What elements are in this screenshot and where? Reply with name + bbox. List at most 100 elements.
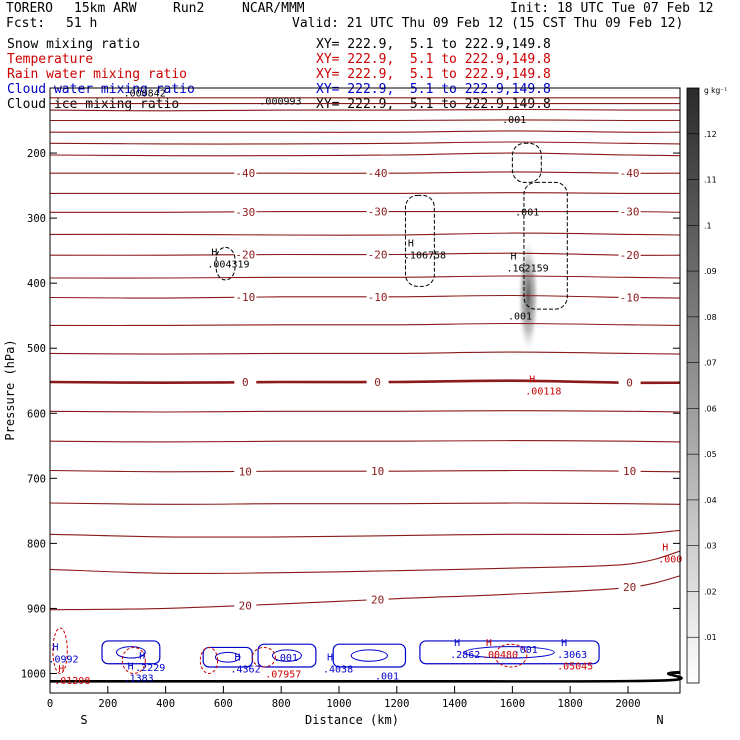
field-name-temperature: Temperature bbox=[7, 52, 94, 67]
maximum-value-label: .1383 bbox=[124, 673, 154, 684]
temperature-label: -20 bbox=[368, 249, 388, 262]
cloud-water-contour-inner bbox=[464, 646, 555, 659]
maximum-value-label: .001 bbox=[502, 115, 526, 126]
maximum-value-label: .000993 bbox=[259, 96, 301, 107]
temperature-label: -40 bbox=[368, 167, 388, 180]
maximum-marker: H bbox=[211, 248, 217, 259]
field-xy-snow: XY= 222.9, 5.1 to 222.9,149.8 bbox=[316, 37, 551, 52]
maximum-value-label: .4038 bbox=[323, 664, 353, 675]
colorbar-tick-label: .04 bbox=[704, 496, 717, 505]
maximum-value-label: .00118 bbox=[525, 387, 561, 398]
temperature-label-mask bbox=[618, 376, 641, 389]
x-tick-label: 1200 bbox=[384, 698, 409, 710]
x-axis-label: Distance (km) bbox=[305, 713, 399, 727]
colorbar-tick-label: .05 bbox=[704, 450, 717, 459]
temperature-label-mask bbox=[618, 581, 641, 594]
snow-contour bbox=[215, 246, 236, 281]
colorbar-unit: g kg⁻¹ bbox=[704, 86, 727, 95]
temperature-label-mask bbox=[366, 290, 389, 303]
maximum-value-label: .2862 bbox=[450, 650, 480, 661]
temperature-contour bbox=[49, 211, 681, 213]
field-xy-cloud-ice: XY= 222.9, 5.1 to 222.9,149.8 bbox=[316, 97, 551, 112]
temperature-label: -30 bbox=[235, 206, 255, 219]
org-label: NCAR/MMM bbox=[242, 1, 305, 16]
temperature-contour bbox=[49, 252, 681, 256]
forecast-hour: 51 h bbox=[66, 16, 98, 31]
maximum-marker: H bbox=[529, 375, 535, 386]
y-tick-label: 400 bbox=[27, 278, 46, 290]
maximum-value-label: .001 bbox=[514, 645, 538, 656]
y-tick-label: 800 bbox=[27, 538, 46, 550]
temperature-contour bbox=[49, 410, 681, 413]
temperature-label-mask bbox=[618, 167, 641, 180]
temperature-contour bbox=[49, 575, 681, 611]
field-xy-rain: XY= 222.9, 5.1 to 222.9,149.8 bbox=[316, 67, 551, 82]
temperature-label-mask bbox=[234, 376, 257, 389]
temperature-contour bbox=[49, 152, 681, 157]
colorbar-ramp bbox=[686, 87, 700, 684]
maximum-marker: H bbox=[235, 652, 241, 663]
cloud-water-contour-inner bbox=[272, 649, 302, 662]
temperature-label-mask bbox=[234, 248, 257, 261]
cloud-water-contour-inner bbox=[350, 649, 388, 662]
maximum-value-label: .001 bbox=[375, 671, 399, 682]
run-label: Run2 bbox=[173, 1, 205, 16]
x-tick-label: 1800 bbox=[558, 698, 583, 710]
maximum-marker: H bbox=[561, 638, 567, 649]
plot-frame bbox=[49, 87, 681, 694]
field-xy-cloud-water: XY= 222.9, 5.1 to 222.9,149.8 bbox=[316, 82, 551, 97]
temperature-contour bbox=[50, 130, 681, 133]
forecast-label: Fcst: bbox=[6, 16, 46, 31]
temperature-label-mask bbox=[366, 248, 389, 261]
x-tick-label: 2000 bbox=[615, 698, 640, 710]
colorbar-tick-label: .1 bbox=[704, 221, 712, 230]
x-tick-label: 1400 bbox=[442, 698, 467, 710]
maximum-value-label: .00480 bbox=[482, 650, 518, 661]
colorbar-tick-label: .11 bbox=[704, 176, 717, 185]
snow-contour bbox=[523, 181, 568, 310]
field-name-rain: Rain water mixing ratio bbox=[7, 67, 188, 82]
maximum-marker: H bbox=[52, 643, 58, 654]
maximum-value-label: .4362 bbox=[231, 664, 261, 675]
y-tick-label: 900 bbox=[27, 603, 46, 615]
maximum-value-label: .2229 bbox=[135, 663, 165, 674]
colorbar-tick-label: .06 bbox=[704, 404, 717, 413]
colorbar-tick-label: .12 bbox=[704, 130, 717, 139]
temperature-contour bbox=[49, 550, 681, 575]
temperature-label: -30 bbox=[368, 206, 388, 219]
temperature-contour bbox=[49, 141, 681, 145]
maximum-value-label: .162159 bbox=[507, 264, 549, 275]
maximum-marker: H bbox=[511, 252, 517, 263]
model-name: TORERO bbox=[6, 1, 53, 16]
maximum-marker: H bbox=[662, 542, 668, 553]
valid-time: Valid: 21 UTC Thu 09 Feb 12 (15 CST Thu … bbox=[292, 16, 684, 31]
maximum-marker: H bbox=[486, 638, 492, 649]
y-tick-label: 700 bbox=[27, 473, 46, 485]
maximum-value-label: .106758 bbox=[404, 251, 446, 262]
temperature-label: -20 bbox=[620, 249, 640, 262]
rain-water-contour bbox=[121, 646, 146, 674]
temperature-label: 0 bbox=[626, 377, 633, 390]
temperature-contour bbox=[50, 192, 681, 194]
maximum-marker: H bbox=[128, 661, 134, 672]
maximum-value-label: .004319 bbox=[207, 260, 249, 271]
colorbar-tick-label: .07 bbox=[704, 359, 717, 368]
temperature-label: 20 bbox=[371, 594, 384, 607]
temperature-contour bbox=[50, 119, 681, 122]
temperature-label-mask bbox=[366, 465, 389, 478]
x-tick-label: 0 bbox=[47, 698, 53, 710]
temperature-contour bbox=[49, 379, 681, 385]
maximum-value-label: .05045 bbox=[557, 662, 593, 673]
north-label: N bbox=[656, 713, 663, 727]
colorbar-tick-label: .09 bbox=[704, 267, 717, 276]
x-tick-label: 600 bbox=[214, 698, 233, 710]
temperature-label: 10 bbox=[623, 465, 636, 478]
temperature-label-mask bbox=[234, 205, 257, 218]
maximum-marker: H bbox=[139, 651, 145, 662]
x-tick-label: 1600 bbox=[500, 698, 525, 710]
temperature-label-mask bbox=[234, 291, 257, 304]
temperature-label-mask bbox=[234, 599, 257, 612]
cloud-water-contour-inner bbox=[115, 646, 146, 659]
colorbar-tick-label: .03 bbox=[704, 542, 717, 551]
